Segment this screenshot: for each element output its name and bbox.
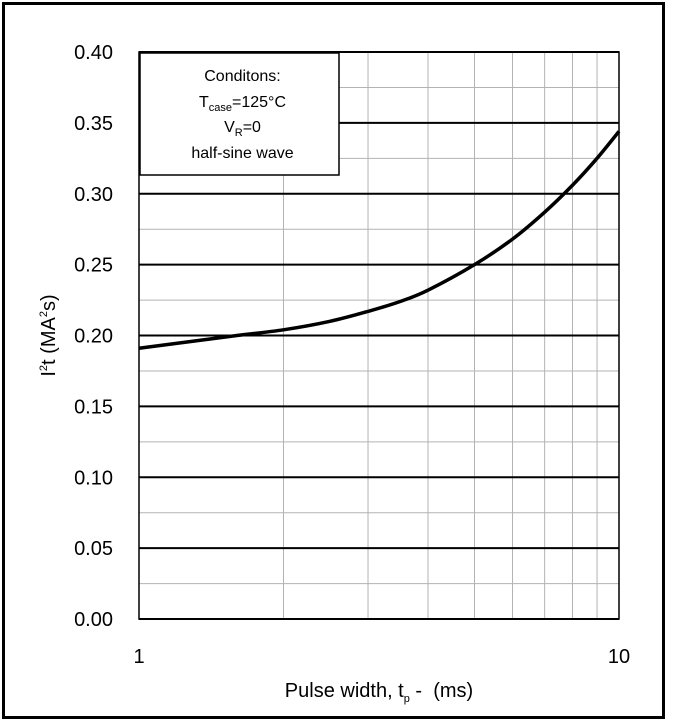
annotation-line-waveform: half-sine wave — [191, 145, 293, 162]
y-tick-label: 0.30 — [74, 184, 113, 206]
plot-area — [138, 51, 620, 620]
y-tick-label: 0.35 — [74, 113, 113, 135]
y-tick-label: 0.10 — [74, 467, 113, 489]
y-tick-label: 0.15 — [74, 396, 113, 418]
y-tick-label: 0.20 — [74, 326, 113, 348]
annotation-line-temperature: Tcase=125°C — [199, 94, 286, 114]
series-line — [138, 130, 621, 350]
x-axis-label: Pulse width, tp - (ms) — [285, 680, 473, 705]
conditions-annotation: Conditons: Tcase=125°C VR=0 half-sine wa… — [139, 52, 340, 176]
y-tick-label: 0.40 — [74, 42, 113, 64]
x-tick-label: 10 — [608, 646, 630, 668]
y-tick-label: 0.25 — [74, 255, 113, 277]
annotation-title: Conditons: — [204, 68, 281, 85]
y-tick-label: 0.05 — [74, 538, 113, 560]
x-tick-labels: 1 10 — [133, 646, 630, 668]
x-tick-label: 1 — [133, 646, 144, 668]
annotation-box — [139, 52, 340, 176]
y-axis-label: I2t (MA2s) — [38, 294, 60, 376]
annotation-line-voltage: VR=0 — [224, 119, 261, 139]
chart-frame — [2, 2, 665, 719]
y-tick-label: 0.00 — [74, 609, 113, 631]
y-tick-labels: 0.00 0.05 0.10 0.15 0.20 0.25 0.30 0.35 0.40 — [74, 42, 113, 631]
